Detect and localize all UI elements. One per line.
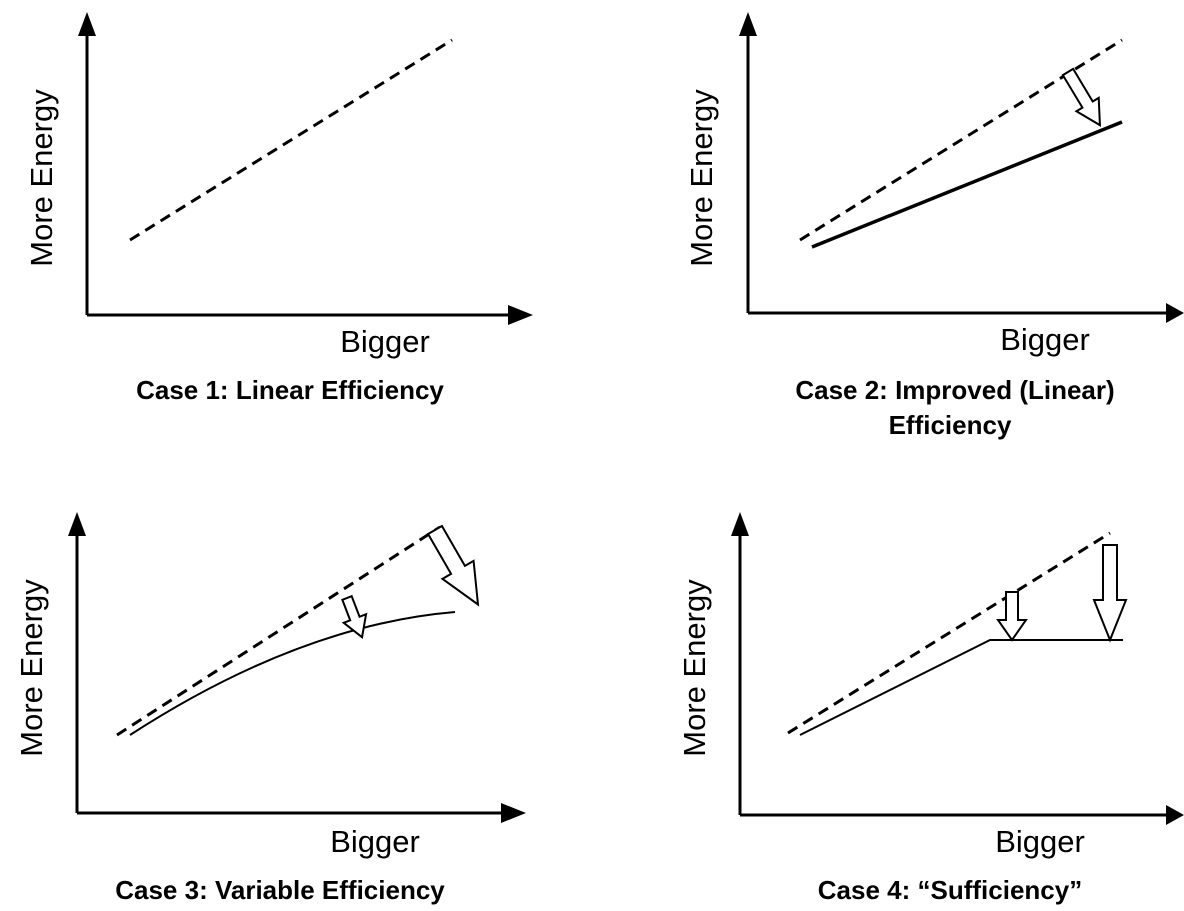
x-label: Bigger (1000, 322, 1090, 357)
variable-curve (129, 611, 456, 736)
caption: Case 2: Improved (Linear) (795, 375, 1114, 405)
axis-arrowhead (68, 512, 86, 536)
baseline-dashed (787, 531, 1111, 735)
caption: Efficiency (889, 410, 1012, 440)
axis-arrowhead (731, 512, 749, 536)
caption: Case 4: “Sufficiency” (818, 875, 1082, 905)
axis-arrowhead (78, 12, 96, 36)
caption: Case 1: Linear Efficiency (136, 375, 444, 405)
x-label: Bigger (330, 824, 420, 859)
sufficiency-line (799, 639, 1123, 736)
y-label: More Energy (14, 579, 49, 757)
caption: Case 3: Variable Efficiency (115, 875, 445, 905)
y-label: More Energy (684, 89, 719, 267)
baseline-dashed (116, 525, 441, 737)
panel: More Energy Bigger Case 4: “Sufficiency” (677, 512, 1184, 905)
shift-arrow (1061, 67, 1102, 127)
axis-arrowhead (739, 12, 757, 36)
axis-arrowhead (1166, 805, 1184, 825)
shift-arrow (426, 524, 480, 607)
panel: More Energy Bigger Case 3: Variable Effi… (14, 512, 526, 905)
shift-arrow (341, 594, 368, 640)
baseline-dashed (129, 38, 453, 242)
panel: More Energy Bigger Case 2: Improved (Lin… (684, 12, 1184, 440)
panel: More Energy Bigger Case 1: Linear Effici… (24, 12, 533, 405)
y-label: More Energy (24, 89, 59, 267)
axis-arrowhead (501, 803, 526, 823)
x-label: Bigger (995, 824, 1085, 859)
improved-line (811, 120, 1123, 249)
axis-arrowhead (1166, 303, 1184, 323)
axis-arrowhead (508, 305, 533, 325)
x-label: Bigger (340, 324, 430, 359)
y-label: More Energy (677, 579, 712, 757)
shift-arrow (1092, 544, 1128, 643)
shift-arrow (996, 591, 1028, 642)
